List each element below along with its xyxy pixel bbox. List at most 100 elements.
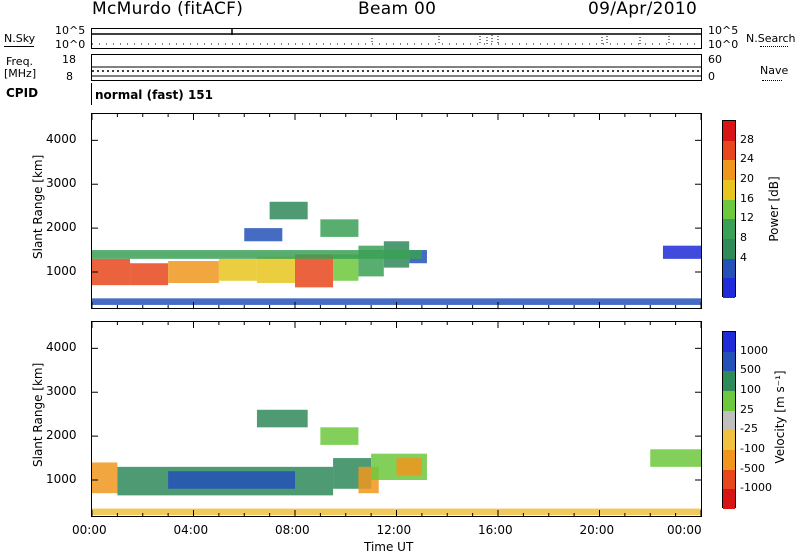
velocity-colorbar-segment xyxy=(723,469,735,490)
cpid-divider xyxy=(91,83,92,105)
velocity-colorbar-tick: 100 xyxy=(740,383,761,396)
power-colorbar-tick: 12 xyxy=(740,211,754,225)
power-cell-5 xyxy=(295,254,334,288)
power-cell-13 xyxy=(244,228,283,242)
power-cell-15 xyxy=(92,298,701,305)
nave-tick-bottom: 0 xyxy=(708,70,715,83)
power-colorbar-segment xyxy=(723,199,735,220)
power-cell-12 xyxy=(320,219,359,237)
velocity-colorbar-label: Velocity [m s⁻¹] xyxy=(773,370,787,464)
velocity-colorbar-segment xyxy=(723,430,735,451)
power-colorbar-tick: 28 xyxy=(740,132,754,146)
power-cell-0 xyxy=(92,258,131,286)
nsky-tick-bottom: 10^0 xyxy=(55,38,86,51)
power-colorbar-segment xyxy=(723,140,735,161)
power-colorbar-tick: 16 xyxy=(740,191,754,205)
power-colorbar-tick: 20 xyxy=(740,172,754,185)
power-colorbar-segment xyxy=(723,121,735,142)
cpid-label: CPID xyxy=(6,86,39,100)
power-cell-4 xyxy=(256,256,295,283)
power-cell-11 xyxy=(269,201,308,220)
power-colorbar-segment xyxy=(723,258,735,279)
velocity-ytick-label: 2000 xyxy=(46,428,77,443)
velocity-colorbar-tick: -500 xyxy=(740,461,765,475)
date-title: 09/Apr/2010 xyxy=(588,0,698,19)
freq-panel xyxy=(91,54,702,81)
velocity-colorbar-segment xyxy=(723,351,735,372)
power-ytick-label: 3000 xyxy=(46,176,77,191)
velocity-cell-8 xyxy=(320,427,359,445)
power-colorbar-segment xyxy=(723,278,735,299)
x-tick-label: 20:00 xyxy=(579,523,615,537)
power-colorbar-segment xyxy=(723,180,735,201)
power-ytick-label: 4000 xyxy=(46,132,77,147)
velocity-panel xyxy=(91,321,702,517)
freq-tick-top: 18 xyxy=(62,53,76,66)
power-ytick-label: 2000 xyxy=(46,220,77,235)
power-colorbar xyxy=(722,120,736,299)
velocity-colorbar-tick: -100 xyxy=(740,442,765,455)
velocity-cell-6 xyxy=(396,458,422,476)
power-panel xyxy=(91,113,702,309)
velocity-colorbar-segment xyxy=(723,489,735,510)
beam-title: Beam 00 xyxy=(358,0,437,19)
power-colorbar-label: Power [dB] xyxy=(767,176,781,242)
power-colorbar-segment xyxy=(723,239,735,260)
velocity-heatmap xyxy=(92,322,701,516)
x-tick-label: 00:00 xyxy=(72,523,107,537)
x-tick-label: 12:00 xyxy=(376,523,412,537)
x-tick-label: 04:00 xyxy=(173,523,209,537)
power-cell-1 xyxy=(130,263,169,286)
velocity-colorbar-tick: 1000 xyxy=(740,343,768,357)
power-ylabel: Slant Range [km] xyxy=(31,154,45,259)
nsearch-tick-bottom: 10^0 xyxy=(708,38,739,51)
velocity-colorbar-tick: 500 xyxy=(740,363,761,377)
x-tick-label: 08:00 xyxy=(275,523,310,537)
velocity-colorbar xyxy=(722,331,736,510)
velocity-colorbar-segment xyxy=(723,332,735,353)
x-tick-label: 16:00 xyxy=(478,523,513,537)
power-cell-14 xyxy=(662,245,701,259)
nsearch-label: N.Search xyxy=(746,32,796,45)
nsky-label: N.Sky xyxy=(4,32,36,45)
x-tick-label: 00:00 xyxy=(667,523,702,537)
velocity-ylabel: Slant Range [km] xyxy=(31,362,45,467)
freq-label: Freq. xyxy=(6,55,34,68)
power-cell-3 xyxy=(218,258,257,281)
nsky-underline xyxy=(4,46,34,47)
power-ytick-label: 1000 xyxy=(46,264,77,278)
freq-tick-bottom: 8 xyxy=(66,70,73,83)
velocity-ytick-label: 1000 xyxy=(46,472,77,486)
nsearch-tick-top: 10^5 xyxy=(708,24,739,37)
power-colorbar-segment xyxy=(723,219,735,240)
freq-unit: [MHz] xyxy=(4,67,37,80)
power-colorbar-segment xyxy=(723,160,735,181)
power-cell-2 xyxy=(168,261,219,283)
x-axis-label: Time UT xyxy=(364,540,414,554)
power-heatmap xyxy=(92,114,701,308)
nsearch-underline xyxy=(760,46,788,47)
power-cell-10 xyxy=(92,250,422,259)
velocity-cell-9 xyxy=(650,449,701,467)
station-title: McMurdo (fitACF) xyxy=(92,0,244,19)
velocity-cell-2 xyxy=(168,471,295,489)
nave-tick-top: 60 xyxy=(708,53,722,66)
nave-label: Nave xyxy=(760,64,789,77)
cpid-text: normal (fast) 151 xyxy=(95,88,213,102)
power-colorbar-tick: 4 xyxy=(740,250,747,264)
velocity-cell-0 xyxy=(92,462,118,494)
velocity-colorbar-segment xyxy=(723,410,735,431)
nave-underline xyxy=(762,80,782,81)
velocity-colorbar-segment xyxy=(723,391,735,412)
power-colorbar-tick: 24 xyxy=(740,152,754,166)
velocity-colorbar-tick: 25 xyxy=(740,402,754,416)
velocity-colorbar-tick: -25 xyxy=(740,422,758,436)
nsky-panel xyxy=(91,28,702,49)
velocity-ytick-label: 4000 xyxy=(46,340,77,355)
velocity-ytick-label: 3000 xyxy=(46,384,77,399)
freq-plot xyxy=(92,66,701,77)
nsky-tick-top: 10^5 xyxy=(55,24,86,37)
velocity-colorbar-segment xyxy=(723,450,735,471)
velocity-colorbar-tick: -1000 xyxy=(740,481,772,495)
nsky-plot xyxy=(92,29,701,45)
